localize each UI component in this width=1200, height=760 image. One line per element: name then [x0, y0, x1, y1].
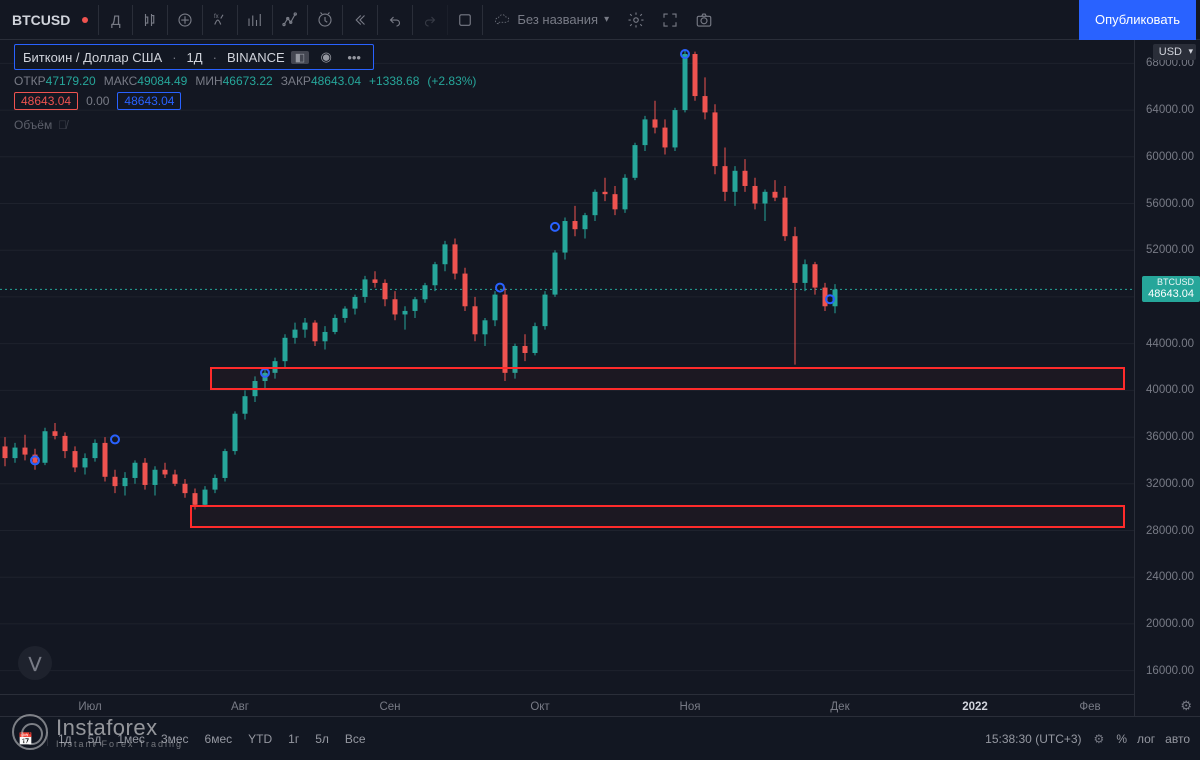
scale-лог[interactable]: лог — [1137, 732, 1155, 746]
x-tick: Дек — [830, 701, 849, 713]
range-5л[interactable]: 5л — [307, 732, 337, 746]
pair-exchange: BINANCE — [227, 50, 285, 65]
more-icon[interactable]: ••• — [343, 48, 365, 66]
pair-name: Биткоин / Доллар США — [23, 50, 162, 65]
symbol-button[interactable]: BTCUSD — [4, 5, 99, 35]
x-tick: Июл — [78, 701, 101, 713]
alert-icon[interactable] — [308, 5, 343, 35]
tradingview-logo[interactable]: ⋁ — [18, 646, 52, 680]
x-tick: Фев — [1079, 701, 1100, 713]
compare-icon[interactable] — [168, 5, 203, 35]
svg-text:fx: fx — [214, 13, 219, 19]
undo-icon[interactable] — [378, 5, 413, 35]
y-tick: 16000.00 — [1146, 665, 1194, 677]
axis-settings-icon[interactable]: ⚙ — [1180, 698, 1192, 714]
y-tick: 28000.00 — [1146, 525, 1194, 537]
scale-авто[interactable]: авто — [1165, 732, 1190, 746]
y-tick: 64000.00 — [1146, 104, 1194, 116]
settings-icon[interactable] — [619, 5, 653, 35]
ohlc-row: ОТКР47179.20 МАКС49084.49 МИН46673.22 ЗА… — [14, 74, 476, 88]
y-tick: 56000.00 — [1146, 198, 1194, 210]
indicators-icon[interactable]: fx — [203, 5, 238, 35]
x-tick: Авг — [231, 701, 249, 713]
x-tick: 2022 — [962, 701, 988, 713]
instaforex-watermark: Instaforex Instant Forex Trading — [12, 714, 183, 750]
y-axis[interactable]: 16000.00 20000.00 24000.00 28000.00 32000.00… — [1134, 40, 1200, 716]
volume-indicator[interactable]: Объём 👁̸ — [14, 118, 476, 132]
y-tick: 24000.00 — [1146, 571, 1194, 583]
chevron-down-icon: ▾ — [604, 14, 609, 25]
currency-select[interactable]: USD — [1153, 44, 1196, 60]
y-tick: 36000.00 — [1146, 431, 1194, 443]
visibility-icon[interactable]: ◉ — [315, 48, 337, 66]
eye-off-icon: 👁̸ — [58, 118, 67, 132]
range-1г[interactable]: 1г — [280, 732, 307, 746]
flag-icon: ◧ — [291, 51, 309, 64]
y-tick: 32000.00 — [1146, 478, 1194, 490]
interval-button[interactable]: Д — [99, 5, 133, 35]
pair-tf: 1Д — [187, 50, 203, 65]
candles-icon[interactable] — [133, 5, 168, 35]
x-axis[interactable]: ИюлАвгСенОктНояДек2022Фев⚙ — [0, 694, 1134, 716]
top-toolbar: BTCUSD Д fx Без названия ▾ Опубликовать — [0, 0, 1200, 40]
clock: 15:38:30 (UTC+3) — [985, 732, 1081, 746]
spread: 0.00 — [86, 94, 109, 108]
range-Все[interactable]: Все — [337, 732, 374, 746]
fullscreen-icon[interactable] — [653, 5, 687, 35]
price-badges: 48643.04 0.00 48643.04 — [14, 92, 476, 110]
support-zone — [190, 505, 1125, 528]
support-zone — [210, 367, 1125, 390]
chart-area[interactable]: USD 16000.00 20000.00 24000.00 28000.00 3200… — [0, 40, 1200, 716]
y-tick: 44000.00 — [1146, 338, 1194, 350]
undo-first-icon[interactable] — [343, 5, 378, 35]
redo-icon[interactable] — [413, 5, 448, 35]
y-tick: 20000.00 — [1146, 618, 1194, 630]
y-tick: 60000.00 — [1146, 151, 1194, 163]
scale-%[interactable]: % — [1116, 732, 1127, 746]
financials-icon[interactable] — [238, 5, 273, 35]
chart-name-label: Без названия — [517, 12, 598, 27]
timezone-settings-icon[interactable]: ⚙ — [1094, 732, 1105, 746]
ask-badge: 48643.04 — [117, 92, 181, 110]
range-YTD[interactable]: YTD — [240, 732, 280, 746]
x-tick: Сен — [379, 701, 400, 713]
range-6мес[interactable]: 6мес — [197, 732, 241, 746]
layout-icon[interactable] — [448, 5, 483, 35]
chart-name[interactable]: Без названия ▾ — [483, 11, 619, 29]
instaforex-icon — [12, 714, 48, 750]
cloud-icon — [493, 11, 511, 29]
camera-icon[interactable] — [687, 5, 721, 35]
pair-box[interactable]: Биткоин / Доллар США · 1Д · BINANCE ◧ ◉ … — [14, 44, 374, 70]
price-marker: BTCUSD48643.04 — [1142, 276, 1200, 302]
y-tick: 40000.00 — [1146, 384, 1194, 396]
x-tick: Окт — [530, 701, 549, 713]
chart-header: Биткоин / Доллар США · 1Д · BINANCE ◧ ◉ … — [14, 44, 476, 132]
templates-icon[interactable] — [273, 5, 308, 35]
y-tick: 52000.00 — [1146, 244, 1194, 256]
bid-badge: 48643.04 — [14, 92, 78, 110]
publish-button[interactable]: Опубликовать — [1079, 0, 1196, 40]
x-tick: Ноя — [680, 701, 701, 713]
